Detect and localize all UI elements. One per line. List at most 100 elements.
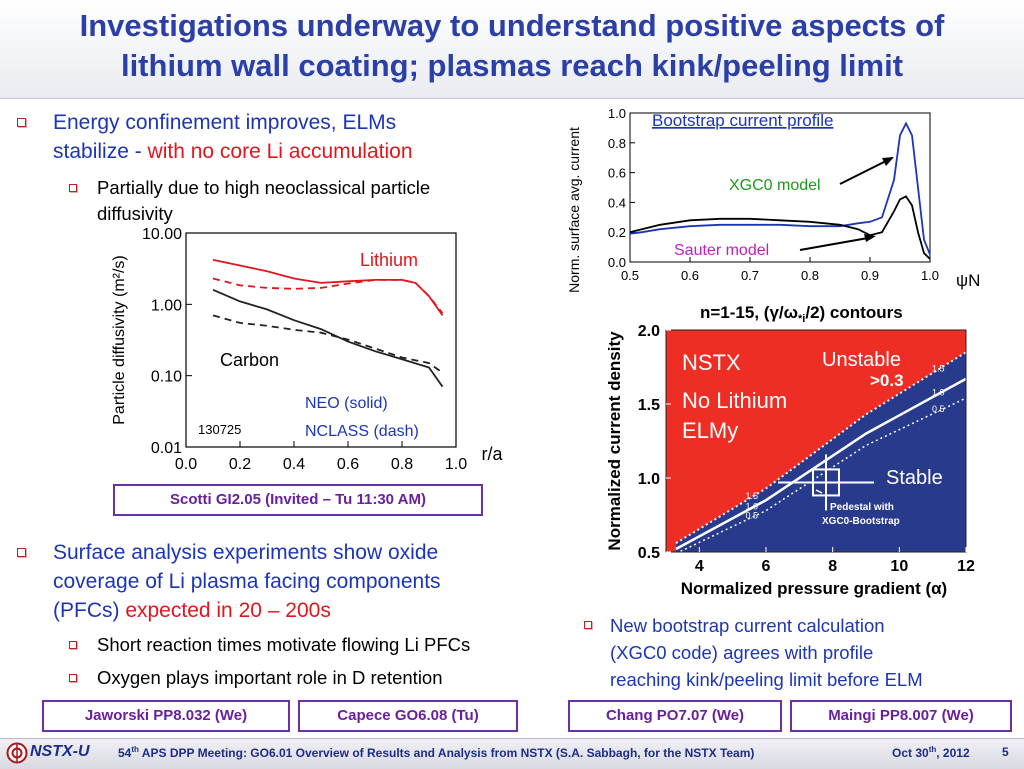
contour-label: 0.5: [746, 510, 759, 520]
bullet-text: Energy confinement improves, ELMs: [53, 111, 397, 134]
bullet-text: New bootstrap current calculation: [610, 615, 885, 636]
y-tick-label: 10.00: [142, 226, 182, 243]
x-tick-label: 12: [957, 558, 975, 575]
pedestal-label-line-2: XGC0-Bootstrap: [822, 516, 900, 527]
ref-scotti: Scotti GI2.05 (Invited – Tu 11:30 AM): [113, 484, 483, 516]
contour-chart-title: n=1-15, (γ/ω*i/2) contours: [700, 303, 903, 325]
slide-title-line-1: Investigations underway to understand po…: [79, 8, 945, 43]
bullet-energy-confinement: Energy confinement improves, ELMs stabil…: [53, 108, 523, 166]
contour-line-1.0: [675, 377, 966, 551]
sub-bullet-text: Partially due to high neoclassical parti…: [97, 177, 431, 198]
sub-bullet-flowing-li: Short reaction times motivate flowing Li…: [97, 634, 471, 655]
bootstrap-plot-area: [629, 112, 931, 263]
y-tick-label: 1.0: [638, 471, 660, 488]
x-tick-label: 10: [890, 558, 908, 575]
sub-bullet-diffusivity: Partially due to high neoclassical parti…: [97, 175, 537, 227]
bullet-text: (XGC0 code) agrees with profile: [610, 642, 874, 663]
y-tick-label: 1.5: [638, 397, 660, 414]
y-tick-label: 0.10: [151, 369, 182, 386]
bullet-text: coverage of Li plasma facing components: [53, 570, 441, 593]
bootstrap-chart: 1.0 0.8 0.6 0.4 0.2 0.0 0.5 0.6 0.7 0.8 0.9 1.0 Bo…: [566, 106, 980, 293]
sub-bullet-square-icon: [69, 641, 77, 649]
y-tick-label: 1.0: [608, 106, 626, 121]
stable-region: [676, 352, 966, 552]
footer-date: Oct 30th, 2012: [892, 745, 970, 760]
x-tick-label: 0.0: [175, 456, 197, 473]
ref-maingi: Maingi PP8.007 (We): [790, 700, 1012, 732]
y-tick-label: 0.4: [608, 195, 626, 210]
carbon-label: Carbon: [220, 350, 279, 370]
y-tick-label: 0.6: [608, 166, 626, 181]
stable-label: Stable: [886, 467, 943, 489]
contour-y-axis-label: Normalized current density: [605, 331, 624, 551]
x-tick-label: 1.0: [921, 268, 939, 283]
bootstrap-x-axis-label: ψN: [956, 271, 980, 290]
x-tick-label: 6: [762, 558, 771, 575]
diffusivity-x-axis-label: r/a: [481, 444, 503, 464]
diffusivity-chart: 10.00 1.00 0.10 0.01 0.0 0.2 0.4 0.6 0.8 1.0 Par…: [111, 226, 503, 473]
x-tick-label: 0.6: [681, 268, 699, 283]
unstable-value-label: >0.3: [870, 371, 904, 390]
bootstrap-y-axis-label: Norm. surface avg. current: [566, 127, 582, 293]
bullet-surface-analysis: Surface analysis experiments show oxide …: [53, 538, 573, 625]
x-tick-label: 0.4: [283, 456, 305, 473]
xgc0-arrow: [839, 159, 889, 185]
xgc0-arrowhead: [882, 157, 894, 166]
unstable-label: Unstable: [822, 349, 901, 371]
bullet-text: (PFCs): [53, 599, 126, 622]
carbon-nclass-line: [212, 314, 444, 374]
bootstrap-chart-title: Bootstrap current profile: [652, 111, 833, 130]
nclass-dash-label: NCLASS (dash): [305, 423, 419, 440]
sauter-arrowhead: [864, 234, 876, 242]
contour-chart: n=1-15, (γ/ω*i/2) contours 1.51.51.01.00…: [605, 303, 975, 598]
sauter-model-label: Sauter model: [674, 242, 769, 259]
y-tick-label: 0.8: [608, 136, 626, 151]
lithium-nclass-line: [212, 277, 444, 314]
nstx-u-logo-text: NSTX-U: [30, 743, 90, 760]
title-bar: [0, 0, 1024, 99]
diffusivity-plot-area: [185, 232, 457, 448]
nstx-label: NSTX: [682, 350, 741, 375]
bullet-text: stabilize -: [53, 140, 148, 163]
bullet-text-line-2: stabilize - with no core Li accumulation: [53, 137, 523, 166]
bullet-highlight: with no core Li accumulation: [147, 140, 413, 163]
footer-meeting-text: 54th APS DPP Meeting: GO6.01 Overview of…: [118, 745, 755, 760]
x-tick-label: 0.8: [801, 268, 819, 283]
elmy-label: ELMy: [682, 418, 738, 443]
bullet-square-icon: [584, 621, 592, 629]
sub-bullet-square-icon: [69, 674, 77, 682]
x-tick-label: 1.0: [445, 456, 467, 473]
bullet-text: reaching kink/peeling limit before ELM: [610, 669, 923, 690]
x-tick-label: 0.6: [337, 456, 359, 473]
pedestal-marker: [778, 454, 874, 511]
x-tick-label: 4: [695, 558, 704, 575]
pedestal-label-line-1: Pedestal with: [830, 502, 894, 513]
nstx-logo-icon: [6, 742, 28, 764]
bullet-bootstrap-calculation: New bootstrap current calculation (XGC0 …: [610, 612, 1020, 693]
bullet-text: Surface analysis experiments show oxide: [53, 541, 439, 564]
y-tick-label: 2.0: [638, 323, 660, 340]
ref-chang: Chang PO7.07 (We): [568, 700, 782, 732]
x-tick-label: 0.9: [861, 268, 879, 283]
no-lithium-label: No Lithium: [682, 388, 787, 413]
ref-capece: Capece GO6.08 (Tu): [298, 700, 518, 732]
shot-number-label: 130725: [198, 422, 241, 437]
pedestal-pointer: [815, 489, 823, 494]
contour-label: 1.0: [746, 501, 759, 511]
bullet-square-icon: [17, 118, 26, 127]
bullet-highlight: expected in 20 – 200s: [125, 599, 331, 622]
xgc0-model-line: [629, 121, 931, 255]
sauter-model-line: [629, 195, 931, 260]
diffusivity-y-axis-label: Particle diffusivity (m²/s): [111, 255, 128, 425]
x-tick-label: 0.7: [741, 268, 759, 283]
footer-page-number: 5: [1002, 745, 1009, 759]
x-tick-label: 0.5: [621, 268, 639, 283]
contour-x-axis-label: Normalized pressure gradient (α): [681, 579, 947, 598]
y-tick-label: 0.2: [608, 225, 626, 240]
x-tick-label: 8: [828, 558, 837, 575]
contour-label: 1.0: [932, 388, 945, 398]
y-tick-label: 0.0: [608, 255, 626, 270]
neo-solid-label: NEO (solid): [305, 395, 388, 412]
lithium-label: Lithium: [360, 250, 418, 270]
contour-label: 1.5: [932, 364, 945, 374]
